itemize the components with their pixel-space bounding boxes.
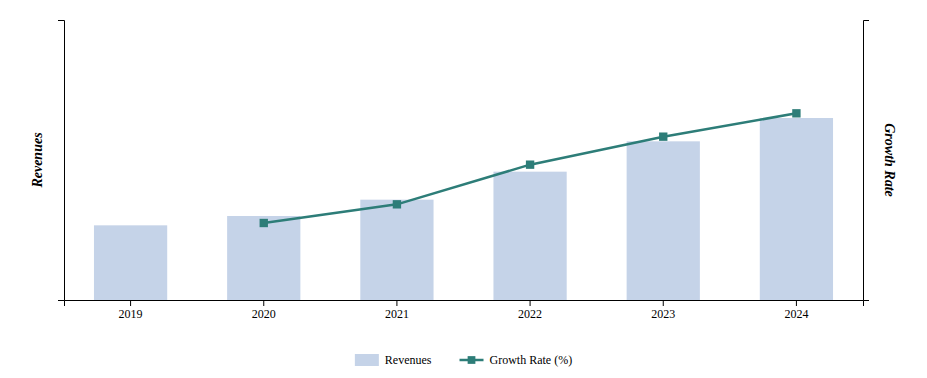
tick-label: 2023 (651, 307, 675, 321)
tick: 2019 (119, 300, 143, 321)
tick-mark (530, 300, 531, 306)
y-axis (58, 21, 65, 301)
tick-label: 2020 (252, 307, 276, 321)
tick: 2020 (252, 300, 276, 321)
marker (526, 160, 534, 168)
legend-item: Growth Rate (%) (460, 353, 573, 367)
x-axis: 2019 2020 2021 2022 2023 2024 (65, 300, 864, 321)
tick-label: 2021 (385, 307, 409, 321)
legend-marker (468, 356, 476, 364)
axis-line (864, 21, 870, 301)
legend: Revenues Growth Rate (%) (355, 353, 572, 367)
bar (360, 200, 433, 300)
marker (260, 219, 268, 227)
chart: 2019 2020 2021 2022 2023 2024 Revenues Growth R… (0, 0, 927, 378)
tick-mark (663, 300, 664, 306)
tick-label: 2022 (518, 307, 542, 321)
line (264, 113, 797, 223)
bar (760, 118, 833, 300)
tick-mark (263, 300, 264, 306)
axis-title: Growth Rate (882, 123, 897, 197)
tick-mark (796, 300, 797, 306)
bar (627, 141, 700, 300)
bar (227, 216, 300, 300)
marker (792, 109, 800, 117)
legend-swatch (355, 354, 379, 366)
bar (94, 225, 167, 300)
tick: 2021 (385, 300, 409, 321)
legend-label: Growth Rate (%) (490, 353, 573, 367)
marker (659, 132, 667, 140)
tick-label: 2024 (784, 307, 808, 321)
tick-label: 2019 (119, 307, 143, 321)
axis-line (58, 21, 65, 301)
tick-mark (130, 300, 131, 306)
tick: 2022 (518, 300, 542, 321)
legend-label: Revenues (385, 353, 432, 367)
tick: 2024 (784, 300, 808, 321)
legend-item: Revenues (355, 353, 432, 367)
axis-title: Revenues (30, 132, 45, 189)
axis-line (65, 301, 864, 307)
tick: 2023 (651, 300, 675, 321)
y2-axis (864, 21, 870, 301)
marker (393, 200, 401, 208)
bar (493, 172, 566, 300)
plot-area (94, 109, 833, 300)
tick-mark (396, 300, 397, 306)
